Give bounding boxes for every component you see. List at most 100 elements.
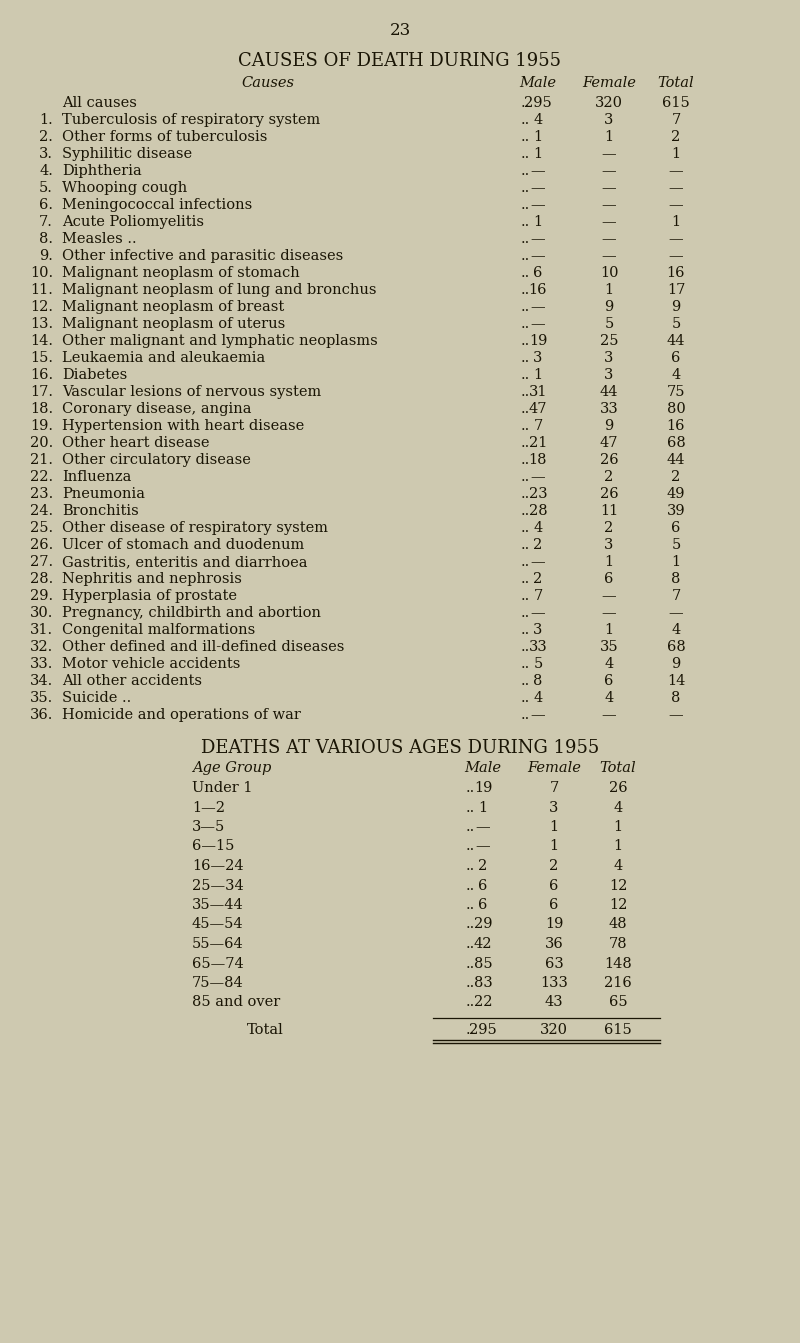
Text: 3: 3	[604, 351, 614, 365]
Text: Hyperplasia of prostate: Hyperplasia of prostate	[62, 590, 237, 603]
Text: 2: 2	[671, 130, 681, 144]
Text: 1: 1	[614, 821, 622, 834]
Text: Other circulatory disease: Other circulatory disease	[62, 453, 251, 467]
Text: 44: 44	[666, 453, 686, 467]
Text: 85 and over: 85 and over	[192, 995, 280, 1010]
Text: 17: 17	[667, 283, 685, 297]
Text: Gastritis, enteritis and diarrhoea: Gastritis, enteritis and diarrhoea	[62, 555, 307, 569]
Text: 55—64: 55—64	[192, 937, 244, 951]
Text: Total: Total	[658, 77, 694, 90]
Text: 9.: 9.	[39, 248, 53, 263]
Text: ..: ..	[521, 317, 530, 330]
Text: ..: ..	[521, 521, 530, 535]
Text: ..: ..	[521, 590, 530, 603]
Text: 35: 35	[600, 641, 618, 654]
Text: 19.: 19.	[30, 419, 53, 432]
Text: 26: 26	[609, 782, 627, 795]
Text: 13.: 13.	[30, 317, 53, 330]
Text: 5: 5	[671, 539, 681, 552]
Text: ..: ..	[521, 623, 530, 637]
Text: 28.: 28.	[30, 572, 53, 586]
Text: Hypertension with heart disease: Hypertension with heart disease	[62, 419, 304, 432]
Text: 6: 6	[478, 878, 488, 893]
Text: Motor vehicle accidents: Motor vehicle accidents	[62, 657, 240, 672]
Text: 1.: 1.	[39, 113, 53, 128]
Text: Other defined and ill-defined diseases: Other defined and ill-defined diseases	[62, 641, 344, 654]
Text: 2: 2	[671, 470, 681, 483]
Text: 68: 68	[666, 641, 686, 654]
Text: 12: 12	[609, 898, 627, 912]
Text: 19: 19	[474, 782, 492, 795]
Text: —: —	[669, 248, 683, 263]
Text: —: —	[476, 839, 490, 854]
Text: ..: ..	[521, 146, 530, 161]
Text: ..: ..	[521, 95, 530, 110]
Text: 6: 6	[604, 674, 614, 688]
Text: Homicide and operations of war: Homicide and operations of war	[62, 708, 301, 723]
Text: ..: ..	[521, 708, 530, 723]
Text: Diabetes: Diabetes	[62, 368, 127, 381]
Text: 4: 4	[614, 860, 622, 873]
Text: ..: ..	[466, 898, 475, 912]
Text: ..: ..	[466, 917, 475, 932]
Text: —: —	[602, 248, 616, 263]
Text: Male: Male	[465, 761, 502, 775]
Text: —: —	[530, 555, 546, 569]
Text: ..: ..	[466, 821, 475, 834]
Text: ..: ..	[521, 692, 530, 705]
Text: ..: ..	[521, 488, 530, 501]
Text: 9: 9	[671, 299, 681, 314]
Text: ..: ..	[521, 283, 530, 297]
Text: 615: 615	[662, 95, 690, 110]
Text: All causes: All causes	[62, 95, 137, 110]
Text: 47: 47	[529, 402, 547, 416]
Text: ..: ..	[466, 878, 475, 893]
Text: 25—34: 25—34	[192, 878, 244, 893]
Text: 23: 23	[529, 488, 547, 501]
Text: ..: ..	[521, 248, 530, 263]
Text: 4: 4	[671, 368, 681, 381]
Text: 25: 25	[600, 334, 618, 348]
Text: ..: ..	[466, 956, 475, 971]
Text: —: —	[669, 708, 683, 723]
Text: ..: ..	[521, 368, 530, 381]
Text: 1: 1	[671, 146, 681, 161]
Text: —: —	[669, 606, 683, 620]
Text: ..: ..	[521, 453, 530, 467]
Text: —: —	[602, 606, 616, 620]
Text: Malignant neoplasm of breast: Malignant neoplasm of breast	[62, 299, 284, 314]
Text: ..: ..	[521, 436, 530, 450]
Text: 83: 83	[474, 976, 492, 990]
Text: 1: 1	[534, 215, 542, 230]
Text: CAUSES OF DEATH DURING 1955: CAUSES OF DEATH DURING 1955	[238, 52, 562, 70]
Text: 12: 12	[609, 878, 627, 893]
Text: 18: 18	[529, 453, 547, 467]
Text: ..: ..	[521, 657, 530, 672]
Text: —: —	[530, 197, 546, 212]
Text: 3: 3	[604, 539, 614, 552]
Text: Meningococcal infections: Meningococcal infections	[62, 197, 252, 212]
Text: ..: ..	[521, 197, 530, 212]
Text: 23.: 23.	[30, 488, 53, 501]
Text: 1: 1	[534, 146, 542, 161]
Text: ..: ..	[466, 976, 475, 990]
Text: —: —	[669, 232, 683, 246]
Text: 20.: 20.	[30, 436, 53, 450]
Text: ..: ..	[521, 402, 530, 416]
Text: 1—2: 1—2	[192, 800, 225, 814]
Text: 6: 6	[478, 898, 488, 912]
Text: 75: 75	[666, 385, 686, 399]
Text: 11: 11	[600, 504, 618, 518]
Text: 29.: 29.	[30, 590, 53, 603]
Text: 29: 29	[474, 917, 492, 932]
Text: 3: 3	[550, 800, 558, 814]
Text: ..: ..	[466, 937, 475, 951]
Text: 8.: 8.	[39, 232, 53, 246]
Text: 295: 295	[469, 1023, 497, 1037]
Text: 7: 7	[534, 419, 542, 432]
Text: 6: 6	[550, 898, 558, 912]
Text: Other infective and parasitic diseases: Other infective and parasitic diseases	[62, 248, 343, 263]
Text: 21.: 21.	[30, 453, 53, 467]
Text: 6: 6	[604, 572, 614, 586]
Text: Suicide ..: Suicide ..	[62, 692, 131, 705]
